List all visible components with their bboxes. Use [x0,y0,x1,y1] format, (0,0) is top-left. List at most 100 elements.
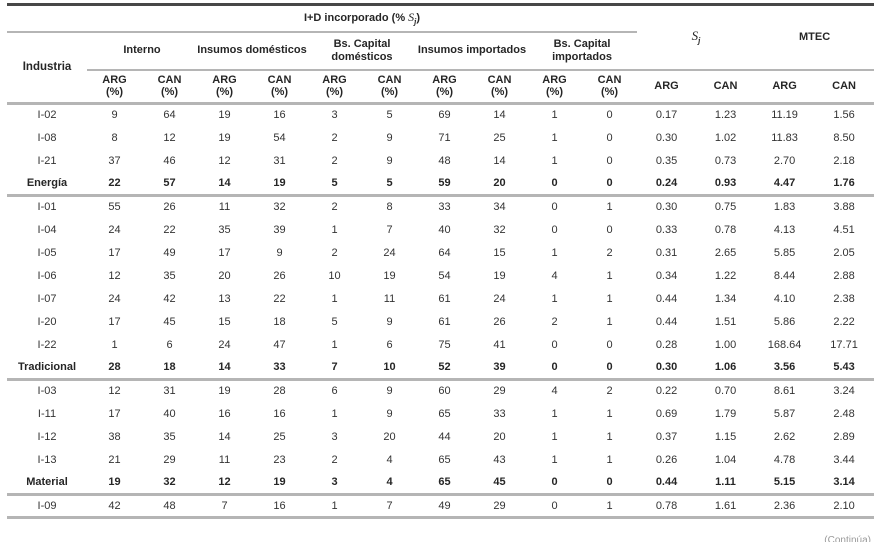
value-cell: 25 [273,430,286,443]
value-cell: 38 [108,430,121,443]
value-cell: 1 [111,338,118,351]
industry-label: I-05 [37,246,57,259]
value-cell: 2.48 [833,407,855,420]
value-cell: 2 [331,201,338,214]
value-cell: 5.85 [773,246,796,259]
value-cell: 57 [142,172,197,197]
table-row: I-05 17 49 17 9 2 24 64 15 1 2 0.31 2.65… [7,242,874,265]
value-cell: 45 [472,471,527,496]
group-header-row: Industria Interno Insumos domésticos Bs.… [7,31,874,105]
value-cell: 13 [218,292,231,305]
value-cell: 9 [386,407,393,420]
value-cell: 5.87 [773,407,796,420]
value-cell: 3.24 [833,385,855,398]
value-cell: 35 [218,223,231,236]
group-header-insumos-importados: Insumos importados [417,31,527,71]
value-cell: 69 [438,109,451,122]
value-cell: 1 [331,338,338,351]
value-cell: 75 [438,338,451,351]
value-cell: 10 [362,356,417,381]
value-cell: 0.30 [655,131,678,144]
value-cell: 4 [362,471,417,496]
value-cell: 33 [438,201,451,214]
value-cell: 3 [307,471,362,496]
value-cell: 1 [551,131,558,144]
value-cell: 20 [472,172,527,197]
value-cell: 19 [252,172,307,197]
spanner-suffix: ) [416,11,421,24]
value-cell: 39 [273,223,286,236]
sj-var: S [691,28,699,44]
value-cell: 20 [493,430,506,443]
value-cell: 0.44 [637,471,697,496]
value-cell: 71 [438,131,451,144]
value-cell: 29 [472,494,527,519]
value-cell: 1 [606,453,613,466]
value-cell: 1 [606,315,613,328]
subcol-header-arg-pct: ARG (%) [87,69,142,105]
value-cell: 33 [252,356,307,381]
value-cell: 1 [582,494,638,519]
value-cell: 3.14 [814,471,875,496]
value-cell: 17.71 [830,338,858,351]
industry-label: I-11 [37,407,57,420]
industry-label: I-21 [37,154,57,167]
value-cell: 29 [163,453,176,466]
value-cell: 24 [493,292,506,305]
industry-label: Tradicional [7,356,87,381]
spanner-text: I+D incorporado (% [303,11,409,24]
value-cell: 0 [527,356,582,381]
value-cell: 49 [417,494,472,519]
value-cell: 43 [493,453,506,466]
value-cell: 2.36 [755,494,815,519]
value-cell: 20 [383,430,396,443]
value-cell: 40 [163,407,176,420]
value-cell: 48 [142,494,197,519]
continuation-note: (Continúa) [824,535,871,542]
industry-label: I-09 [7,494,87,519]
value-cell: 19 [218,109,231,122]
value-cell: 0 [582,356,638,381]
value-cell: 1.34 [714,292,737,305]
value-cell: 1 [331,223,338,236]
value-cell: 20 [218,269,231,282]
value-cell: 16 [218,407,231,420]
subcol-header-arg-pct: ARG (%) [197,69,252,105]
value-cell: 2 [331,131,338,144]
value-cell: 0 [527,471,582,496]
value-cell: 17 [108,407,121,420]
value-cell: 9 [386,154,393,167]
value-cell: 34 [493,201,506,214]
industry-label: I-13 [37,453,57,466]
value-cell: 2.89 [833,430,855,443]
value-cell: 41 [493,338,506,351]
value-cell: 4 [551,385,558,398]
value-cell: 3 [331,430,338,443]
value-cell: 22 [163,223,176,236]
value-cell: 26 [273,269,286,282]
value-cell: 0.24 [637,172,697,197]
value-cell: 32 [142,471,197,496]
table-row: I-01 55 26 11 32 2 8 33 34 0 1 0.30 0.75… [7,196,874,219]
value-cell: 5 [386,109,393,122]
value-cell: 40 [438,223,451,236]
value-cell: 2 [551,315,558,328]
value-cell: 64 [163,109,176,122]
value-cell: 8.44 [773,269,796,282]
value-cell: 1 [551,430,558,443]
value-cell: 2.70 [773,154,796,167]
value-cell: 16 [252,494,307,519]
value-cell: 32 [493,223,506,236]
rd-incorporado-table: I+D incorporado (% Sj) Sj MTEC Industria… [7,3,875,519]
subcol-header-sj-can: CAN [696,69,756,105]
value-cell: 2.65 [714,246,737,259]
value-cell: 12 [163,131,176,144]
value-cell: 1.06 [696,356,756,381]
value-cell: 2.62 [773,430,796,443]
value-cell: 55 [108,201,121,214]
value-cell: 8 [111,131,118,144]
value-cell: 5.43 [814,356,875,381]
value-cell: 61 [438,315,451,328]
sj-sub: j [698,36,701,46]
